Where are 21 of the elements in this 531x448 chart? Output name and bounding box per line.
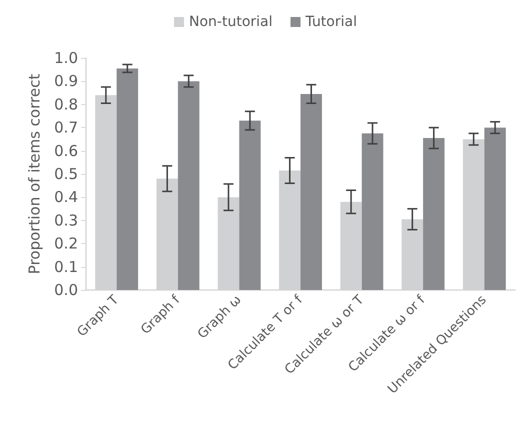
bar: [300, 94, 322, 290]
bar: [423, 138, 445, 290]
legend-label: Tutorial: [304, 14, 357, 30]
y-tick-label: 0.5: [54, 165, 78, 183]
bar: [362, 133, 384, 290]
y-tick-label: 0.3: [54, 211, 78, 230]
y-tick-label: 0.6: [54, 142, 78, 160]
bar: [116, 68, 138, 290]
y-tick-label: 0.0: [54, 281, 78, 299]
y-tick-label: 0.4: [54, 188, 78, 206]
y-tick-label: 0.9: [54, 72, 78, 90]
bar: [484, 128, 506, 290]
bar: [178, 81, 200, 290]
y-tick-label: 0.7: [54, 118, 78, 137]
y-tick-label: 1.0: [54, 49, 78, 67]
legend-label: Non-tutorial: [189, 14, 273, 30]
y-tick-label: 0.2: [54, 234, 78, 253]
bar: [239, 120, 261, 290]
y-tick-label: 0.1: [54, 258, 78, 276]
y-tick-label: 0.8: [54, 95, 78, 114]
y-axis-title: Proportion of items correct: [26, 74, 44, 274]
